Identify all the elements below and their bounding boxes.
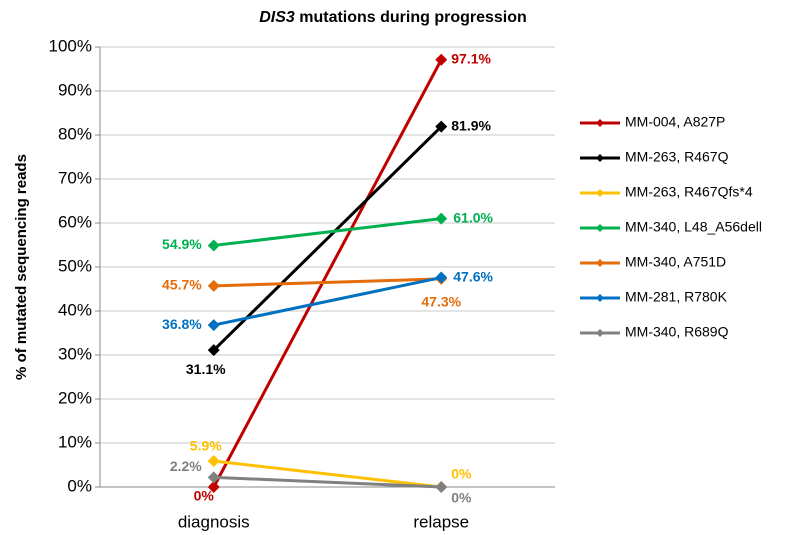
data-label: 31.1% xyxy=(186,361,226,377)
point-marker xyxy=(207,471,220,484)
data-label: 36.8% xyxy=(162,316,202,332)
y-tick-label: 20% xyxy=(58,388,92,407)
point-marker xyxy=(207,279,220,292)
legend-marker xyxy=(596,294,604,302)
point-marker xyxy=(207,481,220,493)
y-tick-label: 40% xyxy=(58,300,92,319)
y-tick-label: 0% xyxy=(67,476,92,495)
point-marker xyxy=(207,455,220,468)
data-label: 0% xyxy=(451,490,472,506)
data-label: 97.1% xyxy=(451,50,491,66)
legend-marker xyxy=(596,119,604,127)
legend-label: MM-263, R467Q xyxy=(625,149,729,165)
legend-label: MM-004, A827P xyxy=(625,114,725,130)
series-line xyxy=(213,277,442,288)
data-label: 0% xyxy=(194,488,215,504)
legend-marker xyxy=(596,154,604,162)
data-label: 45.7% xyxy=(162,277,202,293)
y-tick-label: 50% xyxy=(58,256,92,275)
point-marker xyxy=(435,271,448,284)
data-label: 5.9% xyxy=(190,438,222,454)
data-label: 61.0% xyxy=(453,209,493,225)
title-italic: DIS3 xyxy=(259,9,295,26)
chart-title: DIS3 mutations during progression xyxy=(259,9,527,26)
y-tick-label: 70% xyxy=(58,168,92,187)
y-tick-label: 10% xyxy=(58,432,92,451)
data-label: 47.6% xyxy=(453,268,493,284)
data-label: 2.2% xyxy=(170,458,202,474)
point-marker xyxy=(435,53,448,66)
y-tick-label: 100% xyxy=(49,36,92,55)
legend-label: MM-340, R689Q xyxy=(625,324,729,340)
y-tick-label: 80% xyxy=(58,124,92,143)
y-tick-label: 90% xyxy=(58,80,92,99)
legend-marker xyxy=(596,259,604,267)
point-marker xyxy=(207,319,220,332)
legend-label: MM-281, R780K xyxy=(625,289,728,305)
data-label: 81.9% xyxy=(451,117,491,133)
data-label: 54.9% xyxy=(162,236,202,252)
legend-marker xyxy=(596,224,604,232)
series-line xyxy=(213,217,442,247)
title-rest: mutations during progression xyxy=(299,9,527,26)
data-label: 0% xyxy=(451,466,472,482)
legend-label: MM-340, L48_A56dell xyxy=(625,219,762,235)
point-marker xyxy=(435,481,448,493)
legend-marker xyxy=(596,329,604,337)
series-line xyxy=(213,459,442,489)
x-tick-label: diagnosis xyxy=(178,512,250,531)
point-marker xyxy=(435,120,448,133)
point-marker xyxy=(207,344,220,357)
y-tick-label: 60% xyxy=(58,212,92,231)
data-label: 47.3% xyxy=(421,294,461,310)
legend-label: MM-340, A751D xyxy=(625,254,726,270)
y-axis-label: % of mutated sequencing reads xyxy=(13,154,30,380)
series-line xyxy=(213,276,442,327)
point-marker xyxy=(435,212,448,225)
y-tick-label: 30% xyxy=(58,344,92,363)
series-line xyxy=(213,475,442,489)
series-line xyxy=(212,125,443,352)
x-tick-label: relapse xyxy=(413,512,469,531)
legend-marker xyxy=(596,189,604,197)
point-marker xyxy=(207,239,220,252)
series-line xyxy=(212,59,443,488)
legend-label: MM-263, R467Qfs*4 xyxy=(625,184,753,200)
